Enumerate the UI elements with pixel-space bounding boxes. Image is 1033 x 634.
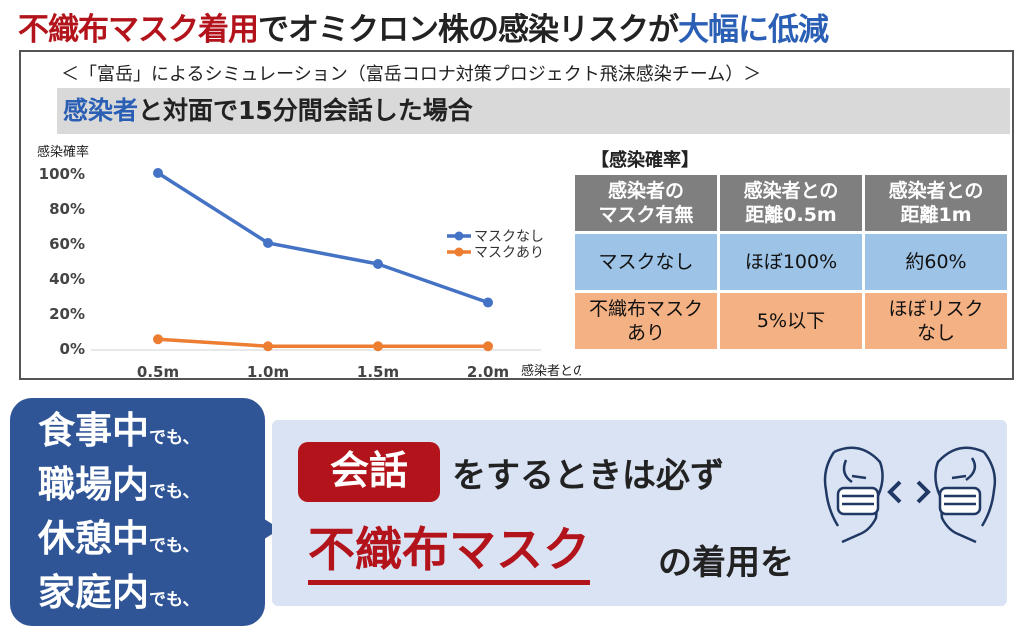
bubble-line: 休憩中でも、: [38, 512, 265, 566]
legend-label: マスクあり: [474, 245, 544, 261]
bubble-line-main: 休憩中: [38, 517, 149, 560]
simulation-subtitle: ＜「富岳」によるシミュレーション（富岳コロナ対策プロジェクト飛沫感染チーム）＞: [61, 64, 762, 85]
headline: 不織布マスク着用でオミクロン株の感染リスクが大幅に低減: [18, 4, 1018, 48]
data-point: [263, 341, 273, 352]
y-tick-label: 0%: [60, 340, 85, 358]
bubble-line-suffix: でも、: [149, 428, 200, 448]
series-line: [157, 171, 489, 305]
table-header-dist1: 感染者との 距離1m: [865, 175, 1007, 231]
table-cell: ほぼ100%: [720, 234, 862, 290]
y-tick-label: 60%: [49, 235, 85, 253]
headline-part3: 大幅に低減: [678, 12, 829, 48]
table-cell: 約60%: [865, 234, 1007, 290]
table-header-mask: 感染者の マスク有無: [575, 175, 717, 231]
line-chart: 感染確率 0% 20% 40% 60% 80% 100% 0.5m 1.0m 1.5m 2.0m 感染…: [37, 144, 581, 381]
y-tick-label: 100%: [39, 165, 85, 183]
y-tick-label: 80%: [49, 200, 85, 218]
headline-part1: 不織布マスク着用: [18, 12, 259, 48]
bubble-line: 家庭内でも、: [38, 566, 265, 620]
scenario-part2: と対面で15分間会話した場合: [138, 96, 473, 125]
x-tick-label: 1.0m: [247, 363, 289, 381]
table-cell: 5%以下: [720, 293, 862, 349]
y-tick-label: 40%: [49, 270, 85, 288]
scenario-part1: 感染者: [63, 96, 139, 125]
table-title: 【感染確率】: [591, 150, 699, 171]
data-point: [483, 297, 493, 308]
table-cell: マスクなし: [575, 234, 717, 290]
table-row: マスクなし ほぼ100% 約60%: [575, 234, 1007, 290]
bubble-line-main: 家庭内: [38, 571, 149, 614]
message-line2: の着用を: [658, 543, 794, 583]
table-cell: 不織布マスク あり: [575, 293, 717, 349]
legend-marker: [454, 247, 464, 257]
data-point: [373, 259, 383, 269]
x-tick-label: 0.5m: [137, 363, 179, 381]
table-header-row: 感染者の マスク有無 感染者との 距離0.5m 感染者との 距離1m: [575, 175, 1007, 231]
speech-bubble: 食事中でも、 職場内でも、 休憩中でも、 家庭内でも、: [10, 398, 265, 626]
probability-table: 感染者の マスク有無 感染者との 距離0.5m 感染者との 距離1m マスクなし ほぼ…: [572, 172, 1010, 352]
y-axis-label: 感染確率: [37, 144, 89, 160]
masked-face-left-icon: [823, 446, 884, 544]
message-line1: をするときは必ず: [452, 456, 724, 496]
bubble-line-main: 職場内: [38, 463, 149, 506]
scenario-banner: 感染者と対面で15分間会話した場合: [57, 88, 1010, 134]
bubble-line: 職場内でも、: [38, 458, 265, 512]
message-emphasis: 不織布マスク: [308, 522, 590, 585]
table-header-dist05: 感染者との 距離0.5m: [720, 175, 862, 231]
data-point: [373, 341, 383, 352]
x-tick-label: 2.0m: [467, 363, 509, 381]
data-point: [153, 334, 163, 345]
legend-marker: [454, 231, 464, 241]
chart-panel: ＜「富岳」によるシミュレーション（富岳コロナ対策プロジェクト飛沫感染チーム）＞ …: [19, 50, 1014, 381]
y-tick-label: 20%: [49, 305, 85, 323]
bubble-line-main: 食事中: [38, 409, 149, 452]
table-row: 不織布マスク あり 5%以下 ほぼリスク なし: [575, 293, 1007, 349]
table-cell: ほぼリスク なし: [865, 293, 1007, 349]
data-point: [483, 341, 493, 352]
data-point: [263, 238, 273, 248]
headline-part2: でオミクロン株の感染リスクが: [258, 12, 679, 48]
bubble-line-suffix: でも、: [149, 536, 200, 556]
bubble-line-suffix: でも、: [149, 590, 200, 610]
message-highlight: 会話: [298, 442, 440, 502]
bubble-line-suffix: でも、: [149, 482, 200, 502]
x-tick-label: 1.5m: [357, 363, 399, 381]
data-point: [153, 168, 163, 178]
chevron-arrows-icon: [887, 480, 931, 504]
masked-face-right-icon: [934, 446, 997, 544]
legend-label: マスクなし: [474, 229, 544, 245]
series-line: [157, 337, 488, 348]
masked-faces-illustration: [823, 446, 997, 544]
bubble-line: 食事中でも、: [38, 404, 265, 458]
